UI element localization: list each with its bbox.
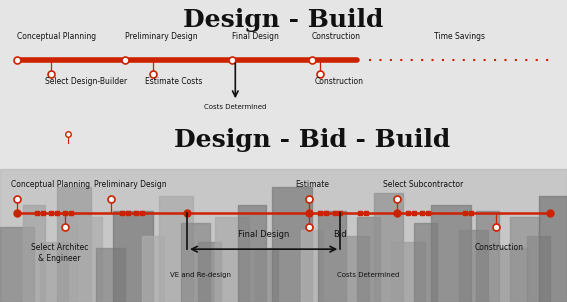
Text: Costs Determined: Costs Determined xyxy=(204,104,266,110)
Text: Preliminary Design: Preliminary Design xyxy=(94,180,166,189)
Text: Conceptual Planning: Conceptual Planning xyxy=(17,32,96,41)
Bar xyxy=(0,169,567,302)
Bar xyxy=(431,205,471,302)
Bar xyxy=(198,242,221,302)
Bar xyxy=(318,211,346,302)
Bar xyxy=(0,226,34,302)
Bar xyxy=(493,248,527,302)
Bar xyxy=(255,248,278,302)
Bar xyxy=(414,223,437,302)
Text: Construction: Construction xyxy=(312,32,361,41)
Text: Design - Bid - Build: Design - Bid - Build xyxy=(174,128,450,152)
Text: VE and Re-design: VE and Re-design xyxy=(170,272,231,278)
Text: Estimate: Estimate xyxy=(295,180,329,189)
Bar xyxy=(57,187,91,302)
Bar xyxy=(23,205,45,302)
Bar xyxy=(476,211,499,302)
Text: Preliminary Design: Preliminary Design xyxy=(125,32,197,41)
Bar xyxy=(96,248,125,302)
Bar xyxy=(374,193,403,302)
Text: Select Subcontractor: Select Subcontractor xyxy=(383,180,463,189)
Bar xyxy=(357,217,380,302)
Bar xyxy=(142,236,164,302)
Text: Select Architec
& Engineer: Select Architec & Engineer xyxy=(31,243,88,262)
Text: Estimate Costs: Estimate Costs xyxy=(145,77,202,86)
Text: Construction: Construction xyxy=(315,77,363,86)
Text: Construction: Construction xyxy=(475,243,523,252)
Text: Design - Build: Design - Build xyxy=(183,8,384,31)
Text: Final Design: Final Design xyxy=(238,230,289,239)
Bar xyxy=(215,217,249,302)
Bar xyxy=(391,242,425,302)
Bar xyxy=(527,236,550,302)
Bar xyxy=(79,217,102,302)
Bar xyxy=(539,196,567,302)
Text: Conceptual Planning: Conceptual Planning xyxy=(11,180,91,189)
Bar xyxy=(335,236,369,302)
Bar xyxy=(459,230,488,302)
Text: Bid: Bid xyxy=(333,230,347,239)
Text: Select Design-Builder: Select Design-Builder xyxy=(45,77,128,86)
Text: Final Design: Final Design xyxy=(232,32,280,41)
Bar xyxy=(301,230,323,302)
Bar xyxy=(181,223,210,302)
Bar xyxy=(159,196,193,302)
Bar xyxy=(510,217,539,302)
Bar xyxy=(40,242,68,302)
Text: Time Savings: Time Savings xyxy=(434,32,485,41)
Bar xyxy=(113,211,153,302)
Bar xyxy=(272,187,312,302)
Bar xyxy=(238,205,266,302)
Text: Costs Determined: Costs Determined xyxy=(337,272,400,278)
